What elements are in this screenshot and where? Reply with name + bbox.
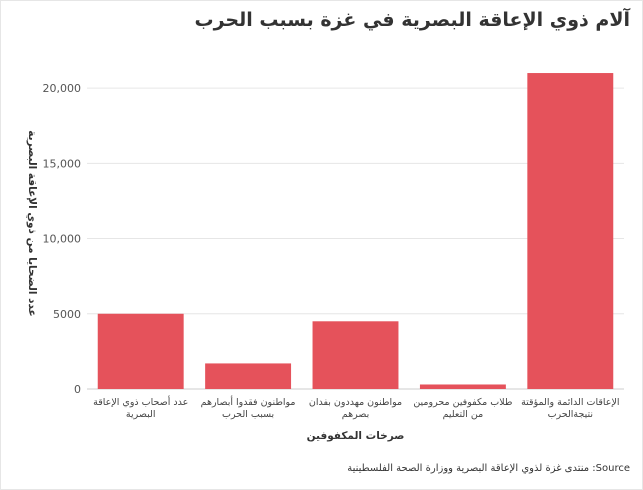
x-tick-label: عدد أصحاب ذوي الإعاقة <box>93 395 188 408</box>
y-axis-title: عدد الضحايا من ذوي الإعاقة البصرية <box>26 130 38 316</box>
bar <box>527 73 614 389</box>
y-tick-label: 10,000 <box>43 233 82 246</box>
y-tick-label: 20,000 <box>43 82 82 95</box>
x-tick-label: مواطنون مهددون بفدان <box>309 397 402 408</box>
x-tick-label: نتيجةالحرب <box>548 409 593 420</box>
bar <box>97 313 184 389</box>
x-tick-label: بصرهم <box>342 409 369 420</box>
source-note: منتدى غزة لذوي الإعاقة البصرية ووزارة ال… <box>347 463 630 474</box>
y-tick-label: 0 <box>74 383 81 396</box>
y-axis: 0 5000 10,000 15,000 20,000 <box>43 82 82 396</box>
chart-title: آلام ذوي الإعاقة البصرية في غزة بسبب الح… <box>194 9 630 31</box>
x-tick-label: بسبب الحرب <box>222 409 274 420</box>
x-tick-label: طلاب مكفوفين محرومين <box>413 397 512 408</box>
bar <box>205 363 292 389</box>
bars <box>97 73 614 389</box>
x-axis-title: صرخات المكفوفين <box>307 430 405 442</box>
x-tick-label: مواطنون فقدوا أبصارهم <box>201 395 296 408</box>
y-tick-label: 15,000 <box>43 157 82 170</box>
x-tick-label: الإعاقات الدائمة والمؤقتة <box>521 397 619 408</box>
bar <box>312 321 399 389</box>
bar <box>419 384 506 389</box>
x-tick-label: البصرية <box>126 409 156 420</box>
y-tick-label: 5000 <box>53 308 81 321</box>
x-tick-label: من التعليم <box>443 409 484 420</box>
